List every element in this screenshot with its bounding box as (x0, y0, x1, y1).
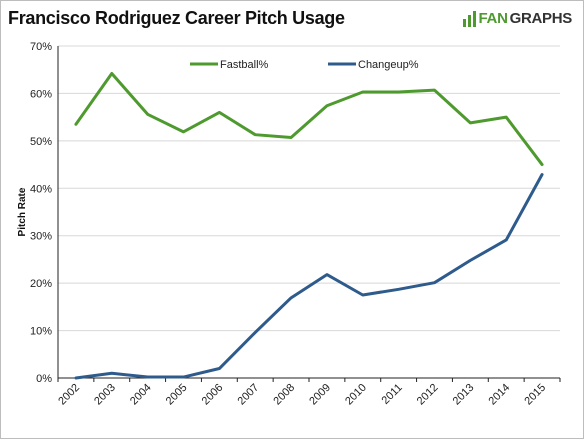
series-lines (74, 72, 544, 380)
x-tick-label: 2009 (307, 382, 333, 408)
x-tick-label: 2006 (200, 382, 226, 408)
brand-fan: FAN (478, 10, 508, 27)
x-tick-label: 2005 (164, 382, 190, 408)
x-tick-label: 2011 (380, 382, 405, 407)
legend-label: Fastball% (220, 59, 269, 71)
y-tick-label: 50% (30, 136, 52, 148)
x-tick-label: 2013 (451, 382, 477, 408)
y-axis-label: Pitch Rate (17, 187, 28, 236)
y-tick-label: 10% (30, 326, 52, 338)
fangraphs-bars-icon (462, 10, 476, 27)
x-tick-label: 2012 (415, 382, 441, 408)
y-tick-label: 40% (30, 183, 52, 195)
fangraphs-logo: FAN GRAPHS (462, 10, 573, 27)
x-tick-label: 2007 (236, 382, 262, 408)
x-tick-label: 2003 (92, 382, 118, 408)
x-tick-label: 2004 (128, 382, 154, 408)
series-line (74, 72, 544, 167)
x-tick-label: 2015 (522, 382, 548, 408)
y-tick-label: 70% (30, 41, 52, 53)
legend-label: Changeup% (358, 59, 419, 71)
x-tick-label: 2002 (56, 382, 82, 408)
x-tick-label: 2014 (487, 382, 513, 408)
gridlines (58, 45, 560, 332)
x-tick-labels: 2002 2003 2004 2005 2006 2007 2008 2009 2010 2011… (56, 382, 548, 408)
x-tick-label: 2010 (343, 382, 369, 408)
y-tick-labels: 0% 10% 20% 30% 40% 50% 60% 70% (30, 41, 52, 385)
axes (57, 46, 561, 382)
x-tick-label: 2008 (271, 382, 297, 408)
y-tick-label: 60% (30, 88, 52, 100)
y-tick-label: 30% (30, 231, 52, 243)
y-tick-label: 20% (30, 278, 52, 290)
y-tick-label: 0% (36, 373, 52, 385)
series-line (74, 173, 544, 380)
legend: Fastball% Changeup% (190, 59, 419, 71)
chart-title: Francisco Rodriguez Career Pitch Usage (8, 8, 345, 28)
brand-graphs: GRAPHS (509, 10, 573, 27)
